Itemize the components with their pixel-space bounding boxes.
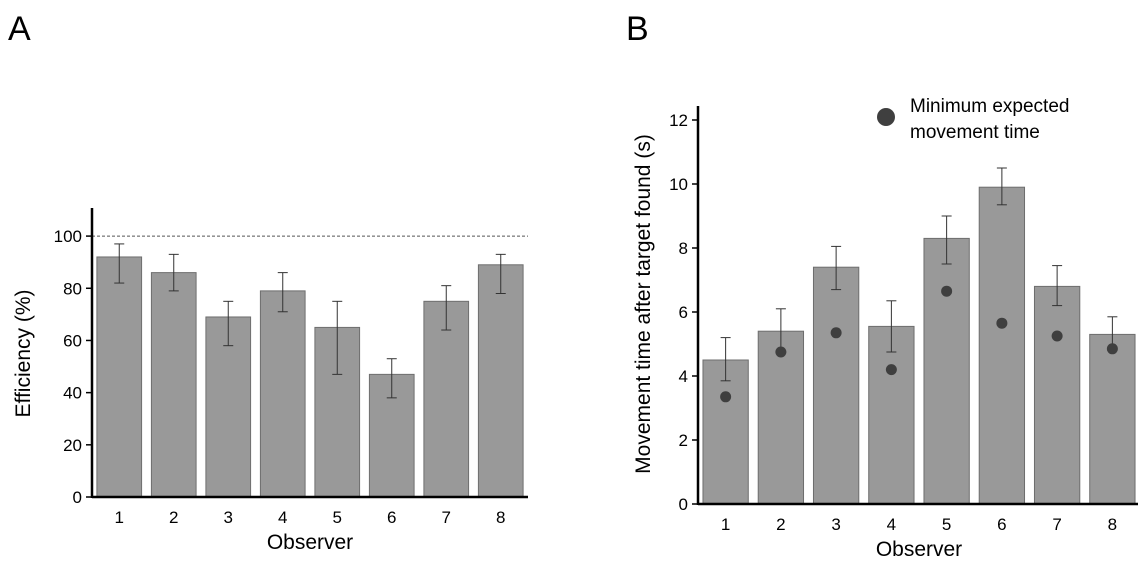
data-point xyxy=(941,285,953,297)
y-tick-label: 20 xyxy=(63,436,82,455)
data-point xyxy=(830,327,842,339)
bar xyxy=(259,290,306,498)
bar xyxy=(1033,285,1081,505)
x-axis-label: Observer xyxy=(267,531,353,554)
bar xyxy=(205,316,252,498)
x-tick-label: 6 xyxy=(387,508,396,527)
x-tick-label: 4 xyxy=(278,508,287,527)
bar xyxy=(150,272,197,498)
x-tick-label: 2 xyxy=(776,515,785,534)
x-tick-label: 5 xyxy=(942,515,951,534)
bar xyxy=(96,256,143,498)
y-tick-label: 6 xyxy=(679,303,688,322)
legend-marker xyxy=(877,108,895,126)
x-tick-label: 7 xyxy=(1052,515,1061,534)
bar xyxy=(477,264,524,498)
x-tick-label: 3 xyxy=(831,515,840,534)
panel-label-b: B xyxy=(626,10,649,48)
bar xyxy=(423,300,470,498)
y-tick-label: 8 xyxy=(679,239,688,258)
y-tick-label: 12 xyxy=(669,111,688,130)
y-tick-label: 10 xyxy=(669,175,688,194)
data-point xyxy=(1051,330,1063,342)
x-tick-label: 8 xyxy=(496,508,505,527)
data-point xyxy=(775,346,787,358)
data-point xyxy=(885,364,897,376)
bar xyxy=(978,186,1026,505)
bar xyxy=(923,237,970,505)
x-tick-label: 7 xyxy=(442,508,451,527)
bar xyxy=(868,325,915,505)
data-point xyxy=(1106,343,1118,355)
x-tick-label: 1 xyxy=(115,508,124,527)
legend-label: movement time xyxy=(910,122,1040,143)
bar xyxy=(757,330,805,505)
x-tick-label: 4 xyxy=(887,515,896,534)
y-tick-label: 2 xyxy=(679,431,688,450)
y-axis-label: Efficiency (%) xyxy=(12,290,35,418)
y-tick-label: 0 xyxy=(679,495,688,514)
x-tick-label: 1 xyxy=(721,515,730,534)
data-point xyxy=(720,391,732,403)
y-tick-label: 40 xyxy=(63,384,82,403)
x-tick-label: 2 xyxy=(169,508,178,527)
data-point xyxy=(996,317,1008,329)
y-tick-label: 0 xyxy=(73,488,82,507)
x-tick-label: 6 xyxy=(997,515,1006,534)
y-axis-label: Movement time after target found (s) xyxy=(632,134,655,474)
y-tick-label: 80 xyxy=(63,279,82,298)
legend-label: Minimum expected xyxy=(910,96,1069,117)
bar xyxy=(702,359,749,505)
panel-label-a: A xyxy=(8,10,31,48)
y-tick-label: 60 xyxy=(63,331,82,350)
bar xyxy=(812,266,860,505)
x-tick-label: 8 xyxy=(1108,515,1117,534)
x-axis-label: Observer xyxy=(876,538,962,561)
x-tick-label: 5 xyxy=(333,508,342,527)
bar xyxy=(1089,333,1136,505)
x-tick-label: 3 xyxy=(224,508,233,527)
y-tick-label: 100 xyxy=(54,227,82,246)
y-tick-label: 4 xyxy=(679,367,688,386)
